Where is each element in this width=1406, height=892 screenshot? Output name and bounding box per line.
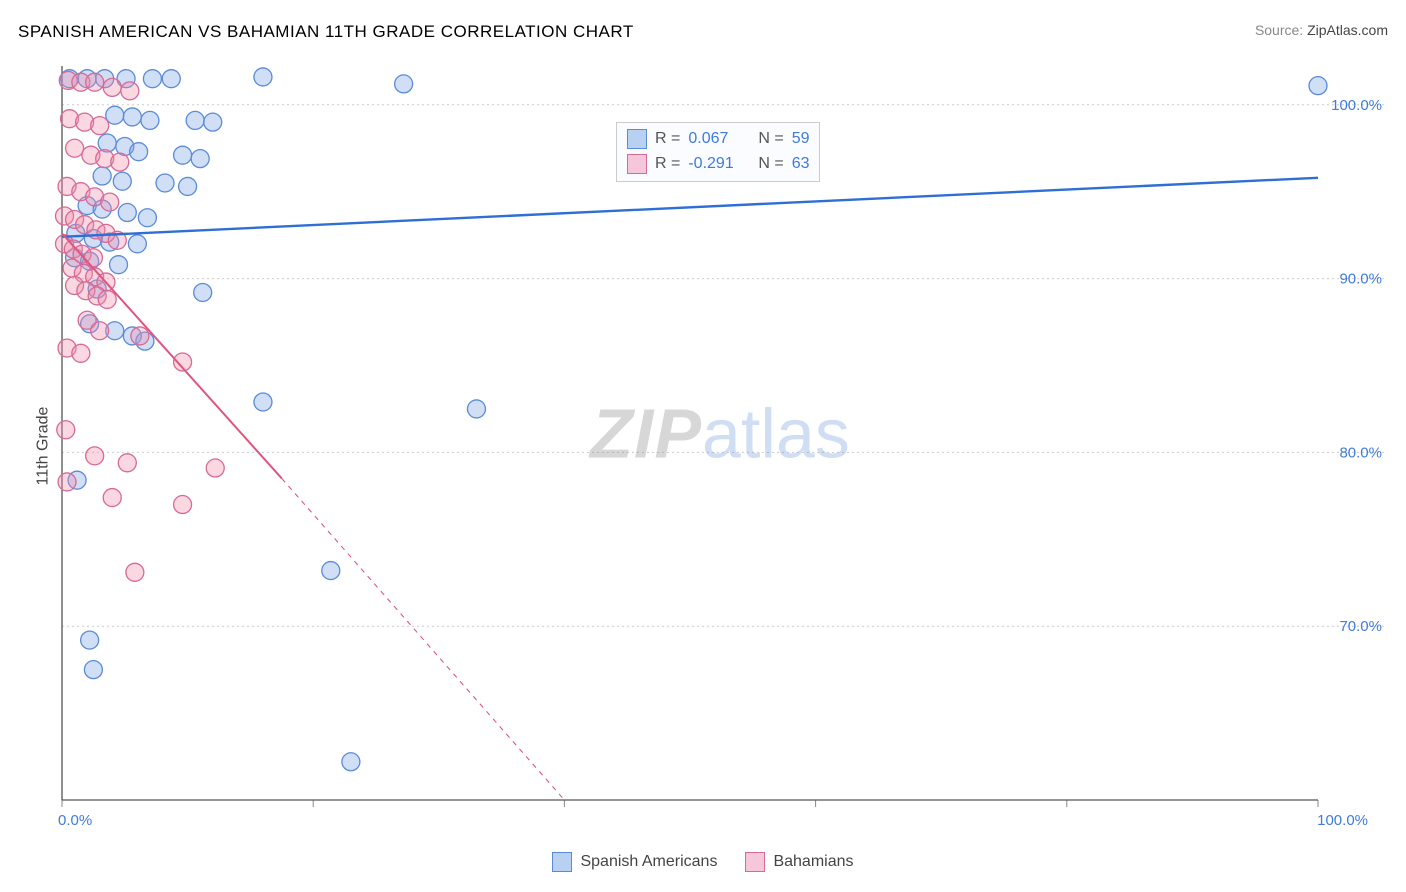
legend-stats-row: R = -0.291 N = 63	[627, 152, 809, 177]
x-axis-tick-label-min: 0.0%	[58, 812, 92, 829]
legend-N-value: 59	[792, 127, 810, 152]
legend-swatch	[552, 852, 572, 872]
chart-area: 70.0%80.0%90.0%100.0% ZIPatlas R =0.067N…	[52, 60, 1388, 820]
svg-text:100.0%: 100.0%	[1331, 97, 1382, 114]
svg-text:90.0%: 90.0%	[1339, 271, 1382, 288]
legend-label: Bahamians	[773, 853, 853, 871]
chart-title: SPANISH AMERICAN VS BAHAMIAN 11TH GRADE …	[18, 22, 634, 42]
correlation-legend-box: R = 0.067 N = 59 R = -0.291 N = 63	[616, 122, 820, 182]
legend-N-label: N =	[758, 127, 783, 152]
page: SPANISH AMERICAN VS BAHAMIAN 11TH GRADE …	[0, 0, 1406, 892]
legend-stats-row: R = 0.067 N = 59	[627, 127, 809, 152]
source-label: Source:	[1255, 22, 1303, 38]
svg-text:70.0%: 70.0%	[1339, 618, 1382, 635]
legend-R-value: 0.067	[688, 127, 750, 152]
legend-item: Spanish Americans	[552, 852, 717, 872]
legend-N-value: 63	[792, 152, 810, 177]
legend-N-label: N =	[758, 152, 783, 177]
source-value: ZipAtlas.com	[1307, 22, 1388, 38]
legend-swatch	[627, 154, 647, 174]
legend-R-label: R =	[655, 152, 680, 177]
legend-R-label: R =	[655, 127, 680, 152]
x-axis-tick-label-max: 100.0%	[1317, 812, 1368, 829]
legend-R-value: -0.291	[688, 152, 750, 177]
legend-swatch	[627, 129, 647, 149]
source-block: Source: ZipAtlas.com	[1255, 22, 1388, 38]
y-axis-label: 11th Grade	[34, 407, 52, 486]
legend-label: Spanish Americans	[580, 853, 717, 871]
svg-text:80.0%: 80.0%	[1339, 444, 1382, 461]
legend-swatch	[745, 852, 765, 872]
legend-item: Bahamians	[745, 852, 853, 872]
series-legend: Spanish Americans Bahamians	[0, 852, 1406, 872]
